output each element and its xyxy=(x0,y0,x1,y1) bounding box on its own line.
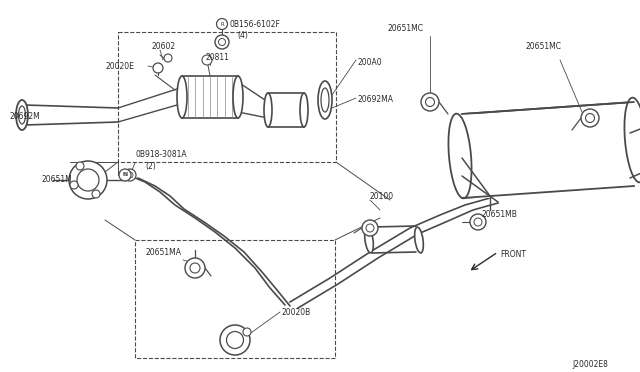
Text: 20692M: 20692M xyxy=(10,112,41,121)
Ellipse shape xyxy=(69,161,107,199)
Ellipse shape xyxy=(177,76,187,118)
Text: 20692MA: 20692MA xyxy=(358,95,394,104)
Text: FRONT: FRONT xyxy=(500,250,526,259)
Circle shape xyxy=(70,181,78,189)
Text: 20651MA: 20651MA xyxy=(145,248,181,257)
FancyBboxPatch shape xyxy=(462,114,634,198)
Text: (2): (2) xyxy=(145,162,156,171)
Circle shape xyxy=(202,55,212,65)
Ellipse shape xyxy=(233,76,243,118)
Ellipse shape xyxy=(321,88,329,112)
Ellipse shape xyxy=(365,227,373,253)
Text: N: N xyxy=(123,173,127,177)
Circle shape xyxy=(185,258,205,278)
Circle shape xyxy=(153,63,163,73)
Circle shape xyxy=(219,23,225,29)
Ellipse shape xyxy=(318,81,332,119)
Circle shape xyxy=(215,35,229,49)
Text: 20020E: 20020E xyxy=(105,62,134,71)
Circle shape xyxy=(586,113,595,122)
Text: 20602: 20602 xyxy=(152,42,176,51)
Ellipse shape xyxy=(300,93,308,127)
Ellipse shape xyxy=(19,106,26,124)
Circle shape xyxy=(243,328,251,336)
Text: 20651MC: 20651MC xyxy=(525,42,561,51)
Circle shape xyxy=(426,97,435,106)
Circle shape xyxy=(190,263,200,273)
Text: 20020B: 20020B xyxy=(282,308,311,317)
Text: J20002E8: J20002E8 xyxy=(572,360,608,369)
Text: 200A0: 200A0 xyxy=(358,58,383,67)
Circle shape xyxy=(421,93,439,111)
Text: 20651M: 20651M xyxy=(42,175,73,184)
Circle shape xyxy=(216,19,227,29)
Text: 0B918-3081A: 0B918-3081A xyxy=(135,150,187,159)
Circle shape xyxy=(127,172,133,178)
Text: R: R xyxy=(220,22,224,26)
Text: 0B156-6102F: 0B156-6102F xyxy=(229,20,280,29)
Ellipse shape xyxy=(227,331,243,349)
Ellipse shape xyxy=(77,169,99,191)
Circle shape xyxy=(76,162,84,170)
Circle shape xyxy=(119,169,131,181)
Text: 20100: 20100 xyxy=(370,192,394,201)
Circle shape xyxy=(164,54,172,62)
Circle shape xyxy=(581,109,599,127)
Ellipse shape xyxy=(220,325,250,355)
Ellipse shape xyxy=(264,93,272,127)
Circle shape xyxy=(470,214,486,230)
Circle shape xyxy=(362,220,378,236)
Text: 20811: 20811 xyxy=(205,53,229,62)
Ellipse shape xyxy=(415,227,423,253)
Ellipse shape xyxy=(16,100,28,130)
Ellipse shape xyxy=(449,114,472,198)
Circle shape xyxy=(124,169,136,181)
Text: 20651MC: 20651MC xyxy=(388,24,424,33)
Circle shape xyxy=(92,190,100,198)
Circle shape xyxy=(474,218,482,226)
Circle shape xyxy=(366,224,374,232)
Text: N: N xyxy=(124,173,128,177)
Ellipse shape xyxy=(625,98,640,182)
Text: 20651MB: 20651MB xyxy=(482,210,518,219)
Text: (4): (4) xyxy=(237,31,248,40)
Circle shape xyxy=(218,38,225,45)
